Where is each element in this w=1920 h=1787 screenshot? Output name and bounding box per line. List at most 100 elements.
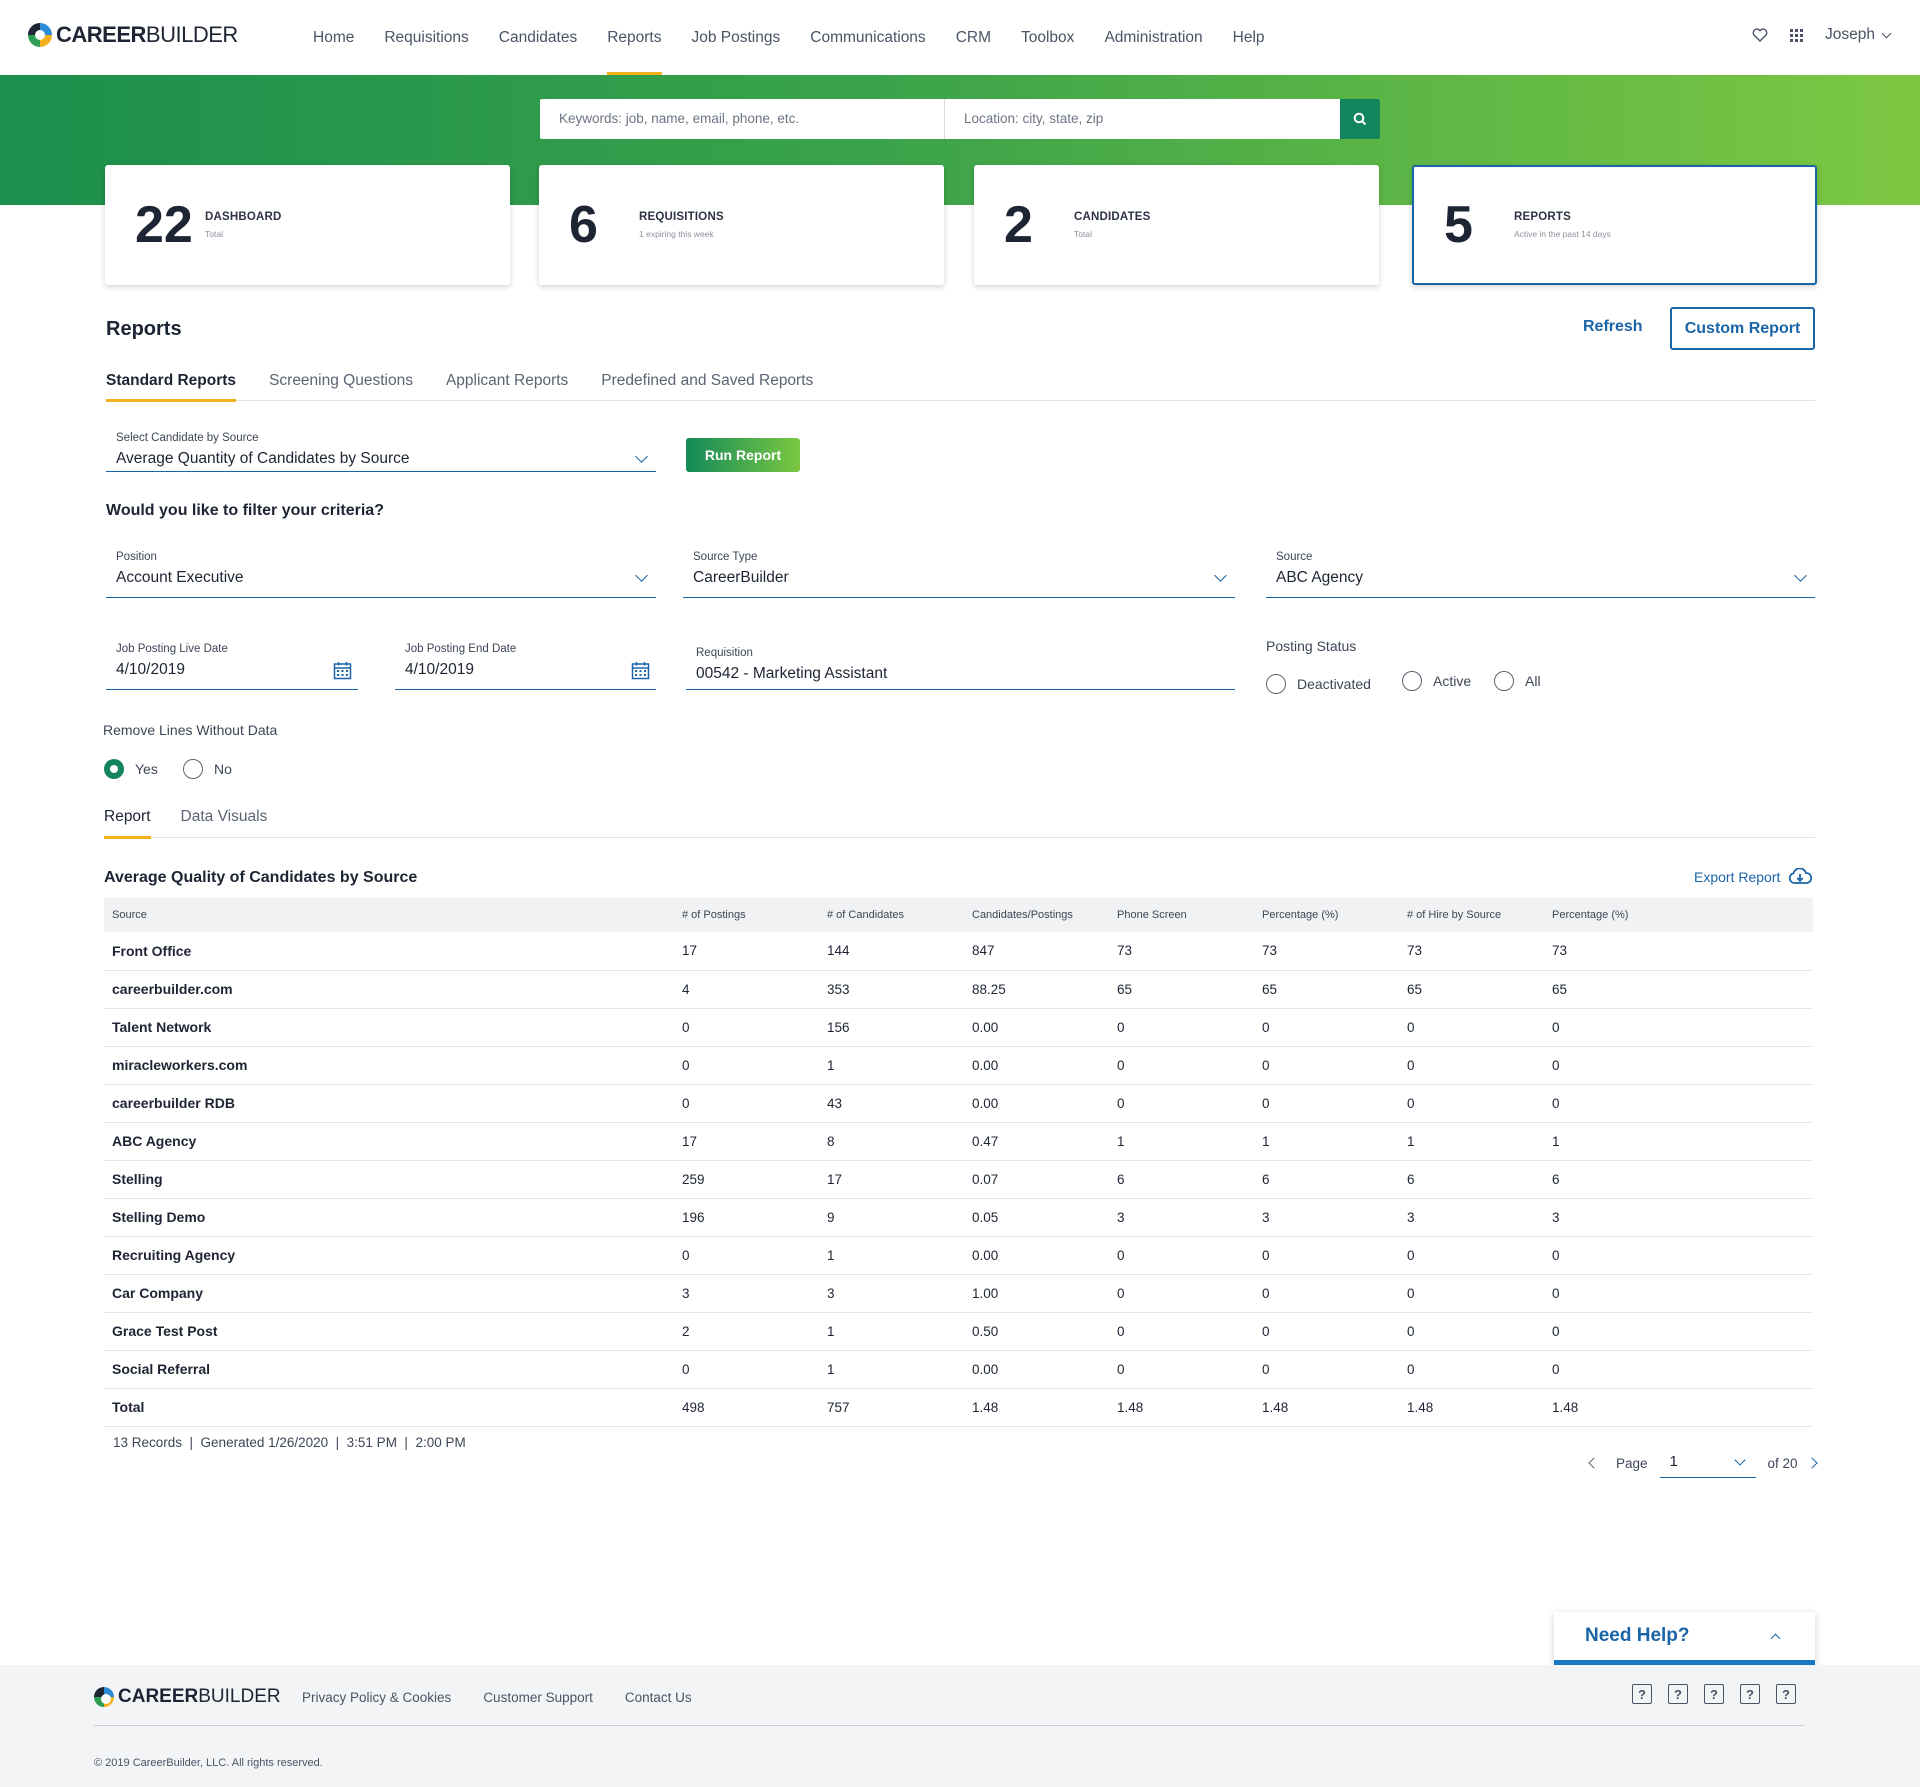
help-icon[interactable]: ? xyxy=(1704,1684,1724,1704)
stat-card-dashboard[interactable]: 22 DASHBOARD Total xyxy=(105,165,510,285)
nav-communications[interactable]: Communications xyxy=(810,29,926,46)
source-cell: careerbuilder.com xyxy=(112,981,233,997)
keywords-input[interactable]: Keywords: job, name, email, phone, etc. xyxy=(540,99,945,139)
value-cell: 73 xyxy=(1407,943,1423,959)
footer-link[interactable]: Contact Us xyxy=(624,1690,692,1705)
report-table: Source # of Postings # of Candidates Candid… xyxy=(104,898,1813,1427)
tab-predefined-and-saved-reports[interactable]: Predefined and Saved Reports xyxy=(601,372,814,389)
column-header[interactable]: Source xyxy=(112,909,147,921)
value-cell: 73 xyxy=(1117,943,1133,959)
value-cell: 2 xyxy=(682,1323,690,1339)
chevron-down-icon xyxy=(1733,1454,1746,1466)
posting-status-active[interactable]: Active xyxy=(1402,671,1471,691)
column-header[interactable]: # of Candidates xyxy=(827,909,905,921)
careerbuilder-logo[interactable]: CAREER BUILDER xyxy=(28,22,238,48)
source-cell: Social Referral xyxy=(112,1361,211,1377)
value-cell: 1 xyxy=(827,1057,835,1073)
value-cell: 1 xyxy=(1262,1133,1270,1149)
nav-home[interactable]: Home xyxy=(313,29,355,46)
nav-crm[interactable]: CRM xyxy=(955,29,991,46)
footer-logo[interactable]: CAREER BUILDER xyxy=(94,1686,281,1708)
value-cell: 0 xyxy=(1117,1057,1125,1073)
posting-status-all[interactable]: All xyxy=(1494,671,1541,691)
end-date-field[interactable]: Job Posting End Date 4/10/2019 xyxy=(395,643,656,690)
column-header[interactable]: # of Hire by Source xyxy=(1407,909,1502,921)
value-cell: 1 xyxy=(827,1361,835,1377)
value-cell: 0 xyxy=(1407,1019,1415,1035)
live-date-field[interactable]: Job Posting Live Date 4/10/2019 xyxy=(106,643,358,690)
export-report-button[interactable]: Export Report xyxy=(1694,868,1813,885)
remove-lines-label: Remove Lines Without Data xyxy=(103,722,278,738)
value-cell: 0 xyxy=(1117,1285,1125,1301)
nav-requisitions[interactable]: Requisitions xyxy=(384,29,469,46)
chevron-left-icon[interactable] xyxy=(1588,1457,1600,1469)
value-cell: 0 xyxy=(1262,1019,1270,1035)
refresh-button[interactable]: Refresh xyxy=(1583,318,1643,335)
source-type-select[interactable]: Source Type CareerBuilder xyxy=(683,551,1235,598)
radio-icon xyxy=(183,759,203,779)
position-select[interactable]: Position Account Executive xyxy=(106,551,656,598)
custom-report-button[interactable]: Custom Report xyxy=(1670,307,1815,350)
chevron-right-icon[interactable] xyxy=(1805,1457,1818,1469)
tab-screening-questions[interactable]: Screening Questions xyxy=(269,372,413,389)
column-header[interactable]: Phone Screen xyxy=(1117,909,1187,921)
table-row: Recruiting Agency 0 1 0.00 0 0 0 0 xyxy=(104,1236,1813,1274)
nav-help[interactable]: Help xyxy=(1232,29,1265,46)
help-icon[interactable]: ? xyxy=(1668,1684,1688,1704)
calendar-icon[interactable] xyxy=(333,661,352,680)
help-icon[interactable]: ? xyxy=(1776,1684,1796,1704)
logo-icon xyxy=(28,23,52,47)
value-cell: 0.05 xyxy=(972,1209,999,1225)
report-type-select[interactable]: Select Candidate by Source Average Quant… xyxy=(106,432,656,472)
radio-icon xyxy=(1402,671,1422,691)
top-navigation: CAREER BUILDER Home Requisitions Candidates… xyxy=(0,0,1920,75)
nav-reports[interactable]: Reports xyxy=(592,0,676,75)
value-cell: 757 xyxy=(827,1399,850,1415)
stat-card-reports[interactable]: 5 REPORTS Active in the past 14 days xyxy=(1412,165,1817,285)
run-report-button[interactable]: Run Report xyxy=(686,438,800,472)
nav-job-postings[interactable]: Job Postings xyxy=(691,29,781,46)
table-header-row: Source # of Postings # of Candidates Candid… xyxy=(104,898,1813,932)
stat-card-candidates[interactable]: 2 CANDIDATES Total xyxy=(974,165,1379,285)
nav-toolbox[interactable]: Toolbox xyxy=(1021,29,1075,46)
source-select[interactable]: Source ABC Agency xyxy=(1266,551,1815,598)
tab-standard-reports[interactable]: Standard Reports xyxy=(106,368,237,402)
value-cell: 0 xyxy=(1407,1247,1415,1263)
source-cell: Car Company xyxy=(112,1285,204,1301)
search-button[interactable] xyxy=(1340,99,1380,139)
footer-link[interactable]: Customer Support xyxy=(483,1690,593,1705)
nav-candidates[interactable]: Candidates xyxy=(498,29,578,46)
value-cell: 0 xyxy=(1262,1323,1270,1339)
need-help-widget[interactable]: Need Help? xyxy=(1554,1612,1815,1665)
help-icon[interactable]: ? xyxy=(1632,1684,1652,1704)
column-header[interactable]: Percentage (%) xyxy=(1262,909,1339,921)
footer-divider xyxy=(94,1725,1804,1726)
value-cell: 8 xyxy=(827,1133,835,1149)
footer-link[interactable]: Privacy Policy & Cookies xyxy=(302,1690,452,1705)
source-cell: ABC Agency xyxy=(112,1133,197,1149)
apps-grid-icon[interactable] xyxy=(1790,28,1804,42)
user-menu[interactable]: Joseph xyxy=(1825,26,1892,44)
location-input[interactable]: Location: city, state, zip xyxy=(964,111,1104,126)
stat-card-requisitions[interactable]: 6 REQUISITIONS 1 expiring this week xyxy=(539,165,944,285)
footer-icons: ? ? ? ? ? xyxy=(1632,1684,1796,1704)
tab-applicant-reports[interactable]: Applicant Reports xyxy=(445,372,569,389)
column-header[interactable]: Candidates/Postings xyxy=(972,909,1073,921)
value-cell: 0 xyxy=(1117,1019,1125,1035)
logo-icon xyxy=(94,1687,114,1707)
favorites-heart-icon[interactable] xyxy=(1752,28,1768,42)
column-header[interactable]: Percentage (%) xyxy=(1552,909,1629,921)
tab-report[interactable]: Report xyxy=(104,808,151,839)
column-header[interactable]: # of Postings xyxy=(682,909,746,921)
nav-administration[interactable]: Administration xyxy=(1104,29,1203,46)
tab-data-visuals[interactable]: Data Visuals xyxy=(180,808,268,825)
remove-lines-yes[interactable]: Yes xyxy=(104,759,158,779)
posting-status-label: Posting Status xyxy=(1266,638,1357,654)
calendar-icon[interactable] xyxy=(631,661,650,680)
remove-lines-no[interactable]: No xyxy=(183,759,232,779)
posting-status-deactivated[interactable]: Deactivated xyxy=(1266,674,1371,694)
requisition-field[interactable]: Requisition 00542 - Marketing Assistant xyxy=(686,647,1235,690)
page-select[interactable]: 1 xyxy=(1659,1448,1756,1478)
help-icon[interactable]: ? xyxy=(1740,1684,1760,1704)
value-cell: 144 xyxy=(827,943,850,959)
